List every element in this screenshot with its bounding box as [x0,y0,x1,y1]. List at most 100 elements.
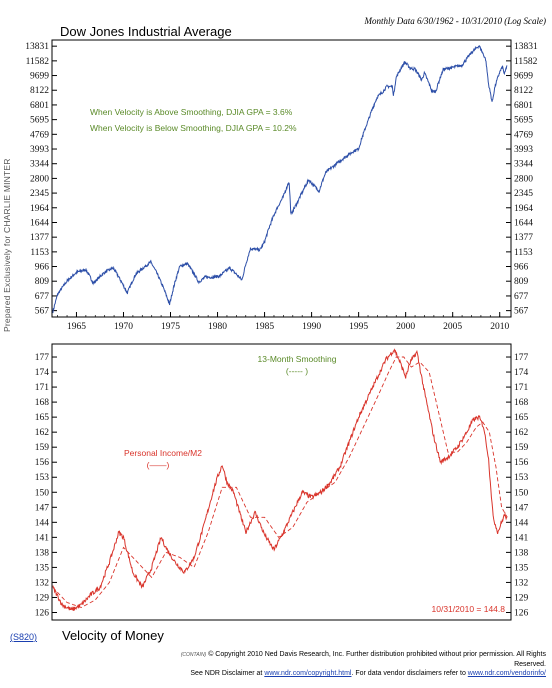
djia-xtick-label: 2000 [396,322,415,332]
djia-ytick-left: 1377 [30,233,49,243]
note-line-2: When Velocity is Below Smoothing, DJIA G… [90,123,297,133]
velocity-ytick-left: 168 [35,398,50,408]
velocity-plot: 126 126 129 129 132 132 135 135 138 138 141 141 144 1… [35,348,529,618]
bottom-panel-frame [51,343,512,621]
djia-ytick-left: 4769 [30,130,49,140]
disclaimer-text-b: . For data vendor disclaimers refer to [351,670,468,677]
djia-ytick-left: 966 [35,263,50,273]
last-value-label: 10/31/2010 = 144.8 [432,604,506,614]
velocity-ytick-right: 165 [514,413,529,423]
velocity-ytick-left: 165 [35,413,50,423]
djia-xtick-label: 1970 [114,322,133,332]
djia-ytick-right: 809 [514,277,529,287]
top-title: Dow Jones Industrial Average [60,24,232,39]
djia-ytick-left: 1644 [30,218,49,228]
velocity-ytick-right: 168 [514,398,529,408]
footer-line-1: (CONTAIN) © Copyright 2010 Ned Davis Res… [150,650,546,669]
djia-ytick-right: 1644 [514,218,533,228]
djia-xtick-label: 1980 [208,322,227,332]
djia-xtick-label: 2010 [490,322,509,332]
djia-ytick-right: 8122 [514,86,533,96]
djia-ytick-right: 2800 [514,174,533,184]
djia-xtick-label: 1985 [255,322,274,332]
djia-ytick-left: 6801 [30,101,49,111]
velocity-ytick-left: 159 [35,443,50,453]
djia-ytick-left: 13831 [25,42,49,52]
djia-xtick-label: 2005 [443,322,462,332]
djia-ytick-right: 677 [514,292,529,302]
velocity-ytick-right: 153 [514,473,529,483]
note-line-1: When Velocity is Above Smoothing, DJIA G… [90,107,293,117]
djia-xtick-label: 1965 [67,322,86,332]
djia-ytick-left: 809 [35,277,50,287]
copyright-link[interactable]: www.ndr.com/copyright.html [264,670,352,677]
velocity-ytick-right: 144 [514,518,529,528]
velocity-ytick-left: 141 [35,533,50,543]
djia-ytick-left: 2800 [30,174,49,184]
series-label: Personal Income/M2 [124,448,202,458]
djia-series-line [52,45,508,314]
velocity-ytick-left: 132 [35,578,50,588]
footer-line-2: See NDR Disclaimer at www.ndr.com/copyri… [150,669,546,678]
djia-ytick-right: 6801 [514,101,533,111]
velocity-ytick-right: 138 [514,548,529,558]
series-legend: (——) [147,460,170,470]
djia-ytick-left: 5695 [30,116,49,126]
copyright-text: © Copyright 2010 Ned Davis Research, Inc… [208,651,546,668]
bottom-bar: (S820) Velocity of Money [10,628,545,646]
djia-ytick-right: 2345 [514,189,533,199]
smoothing-label: 13-Month Smoothing [258,354,337,364]
velocity-ytick-right: 162 [514,428,529,438]
velocity-ytick-left: 144 [35,518,50,528]
vendor-info-link[interactable]: www.ndr.com/vendorinfo/ [467,670,546,677]
velocity-ytick-left: 129 [35,593,50,603]
smoothing-legend: (----- ) [286,366,308,376]
djia-ytick-right: 567 [514,307,529,317]
top-panel-frame [51,39,512,318]
velocity-ytick-left: 135 [35,563,50,573]
djia-ytick-left: 3993 [30,145,49,155]
djia-xtick-label: 1990 [302,322,321,332]
djia-ytick-right: 1153 [514,248,533,258]
footer: (CONTAIN) © Copyright 2010 Ned Davis Res… [150,650,546,678]
djia-ytick-left: 1153 [30,248,49,258]
velocity-ytick-left: 147 [35,503,50,513]
velocity-ytick-right: 174 [514,368,529,378]
djia-ytick-right: 9699 [514,72,533,82]
velocity-ytick-left: 162 [35,428,50,438]
velocity-ytick-left: 150 [35,488,50,498]
velocity-ytick-left: 171 [35,383,50,393]
velocity-ytick-left: 138 [35,548,50,558]
djia-ytick-right: 1377 [514,233,533,243]
velocity-ytick-left: 156 [35,458,50,468]
djia-ytick-right: 1964 [514,204,533,214]
velocity-ytick-right: 171 [514,383,529,393]
velocity-ytick-left: 174 [35,368,50,378]
djia-ytick-left: 9699 [30,72,49,82]
velocity-ytick-right: 126 [514,608,529,618]
djia-ytick-left: 1964 [30,204,49,214]
djia-ytick-right: 11582 [514,57,538,67]
djia-ytick-right: 966 [514,263,529,273]
velocity-ytick-right: 129 [514,593,529,603]
djia-ytick-right: 5695 [514,116,533,126]
djia-xtick-label: 1995 [349,322,368,332]
djia-ytick-left: 2345 [30,189,49,199]
velocity-ytick-left: 177 [35,353,50,363]
djia-ytick-left: 3344 [30,160,49,170]
disclaimer-text-a: See NDR Disclaimer at [190,670,265,677]
velocity-ytick-right: 147 [514,503,529,513]
velocity-ytick-right: 159 [514,443,529,453]
bottom-title: Velocity of Money [62,628,164,643]
footer-mark: (CONTAIN) [180,652,207,658]
chart-code-link[interactable]: (S820) [10,632,38,642]
djia-ytick-right: 3993 [514,145,533,155]
velocity-series-line [52,348,508,611]
djia-ytick-left: 11582 [26,57,50,67]
smoothing-series-line [52,356,508,608]
velocity-ytick-right: 132 [514,578,529,588]
velocity-ytick-right: 141 [514,533,529,543]
djia-xtick-label: 1975 [161,322,180,332]
djia-ytick-left: 567 [35,307,50,317]
